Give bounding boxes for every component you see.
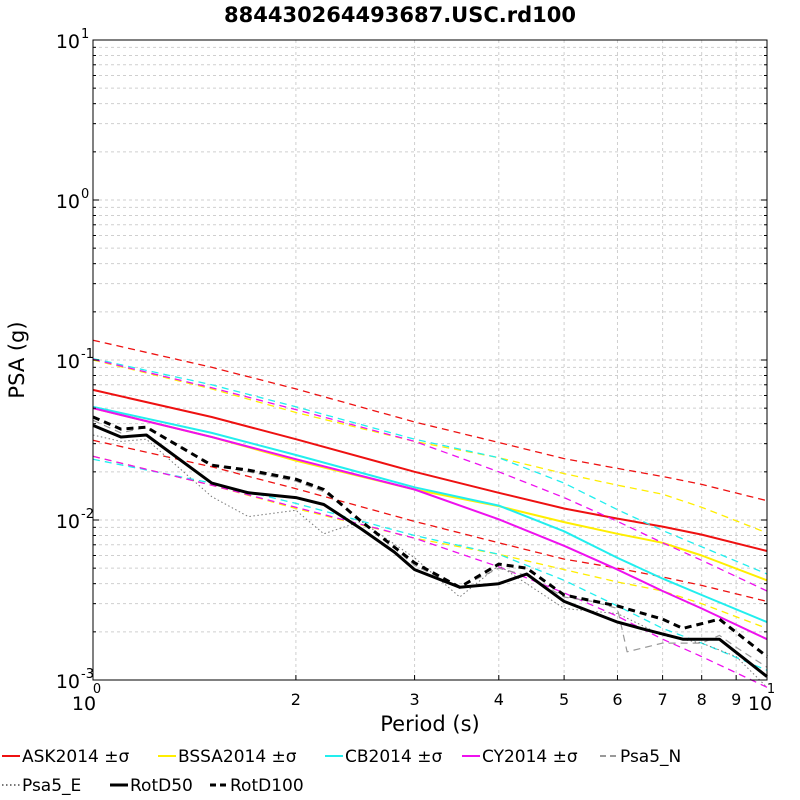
legend: ASK2014 ±σ BSSA2014 ±σ CB2014 ±σ CY2014 ±σ P… [2,747,681,796]
legend-label: Psa5_E [22,776,81,796]
legend-item: ASK2014 ±σ [2,747,129,767]
x-tick-label: 5 [559,690,569,709]
y-tick-exponent: -2 [81,507,94,522]
x-tick-base: 10 [748,693,772,715]
x-tick-value: 6 [612,690,622,709]
series-line-5 [92,455,768,630]
y-tick-base: 10 [56,671,80,693]
y-tick-label: 10 -3 [56,667,94,693]
legend-label: ASK2014 ±σ [22,747,129,767]
x-tick-value: 2 [291,690,301,709]
legend-item: Psa5_N [600,747,681,767]
y-tick-label: 10 -2 [56,507,94,533]
legend-label: CY2014 ±σ [482,747,578,767]
legend-item: RotD100 [210,776,304,796]
series-layer [92,339,768,688]
series-line-14 [92,424,768,678]
x-tick-base: 10 [72,693,96,715]
legend-label: BSSA2014 ±σ [178,747,297,767]
series-line-9 [92,407,768,641]
series-line-4 [92,359,768,534]
series-line-8 [92,458,768,671]
x-tick-exponent: 0 [93,682,101,697]
x-tick-value: 9 [731,690,741,709]
series-line-1 [92,339,768,502]
y-tick-base: 10 [56,511,80,533]
series-line-13 [92,434,768,688]
x-tick-label: 4 [494,690,504,709]
y-tick-label: 10 1 [56,27,89,53]
legend-item: BSSA2014 ±σ [158,747,297,767]
y-tick-exponent: 0 [81,187,89,202]
y-tick-exponent: 1 [81,27,89,42]
y-tick-label: 10 0 [56,187,89,213]
legend-label: Psa5_N [620,747,681,767]
legend-item: CB2014 ±σ [325,747,442,767]
series-line-15 [92,415,768,658]
legend-label: RotD100 [230,776,304,796]
series-line-10 [92,358,768,592]
x-tick-value: 8 [697,690,707,709]
x-tick-value: 3 [409,690,419,709]
x-tick-label: 7 [658,690,668,709]
legend-label: CB2014 ±σ [345,747,442,767]
x-tick-value: 5 [559,690,569,709]
y-tick-exponent: -3 [81,667,94,682]
x-tick-value: 4 [494,690,504,709]
series-line-2 [92,439,768,603]
legend-item: CY2014 ±σ [462,747,578,767]
series-line-6 [92,405,768,624]
series-line-0 [92,388,768,552]
x-tick-label: 100 [72,682,101,715]
x-tick-value: 7 [658,690,668,709]
y-tick-base: 10 [56,191,80,213]
x-tick-label: 3 [409,690,419,709]
y-tick-exponent: -1 [81,347,94,362]
grid [93,40,767,681]
y-tick-label: 10 -1 [56,347,94,373]
legend-item: Psa5_E [2,776,81,796]
chart-title: 884430264493687.USC.rd100 [224,3,576,27]
x-tick-label: 101 [748,682,775,715]
x-axis-label: Period (s) [380,712,479,736]
y-axis-label: PSA (g) [5,321,29,398]
y-tick-base: 10 [56,31,80,53]
legend-label: RotD50 [130,776,193,796]
x-tick-label: 2 [291,690,301,709]
x-tick-label: 6 [612,690,622,709]
legend-item: RotD50 [110,776,193,796]
x-tick-label: 9 [731,690,741,709]
series-line-7 [92,357,768,575]
x-tick-exponent: 1 [767,682,775,697]
x-tick-label: 8 [697,690,707,709]
y-tick-base: 10 [56,351,80,373]
